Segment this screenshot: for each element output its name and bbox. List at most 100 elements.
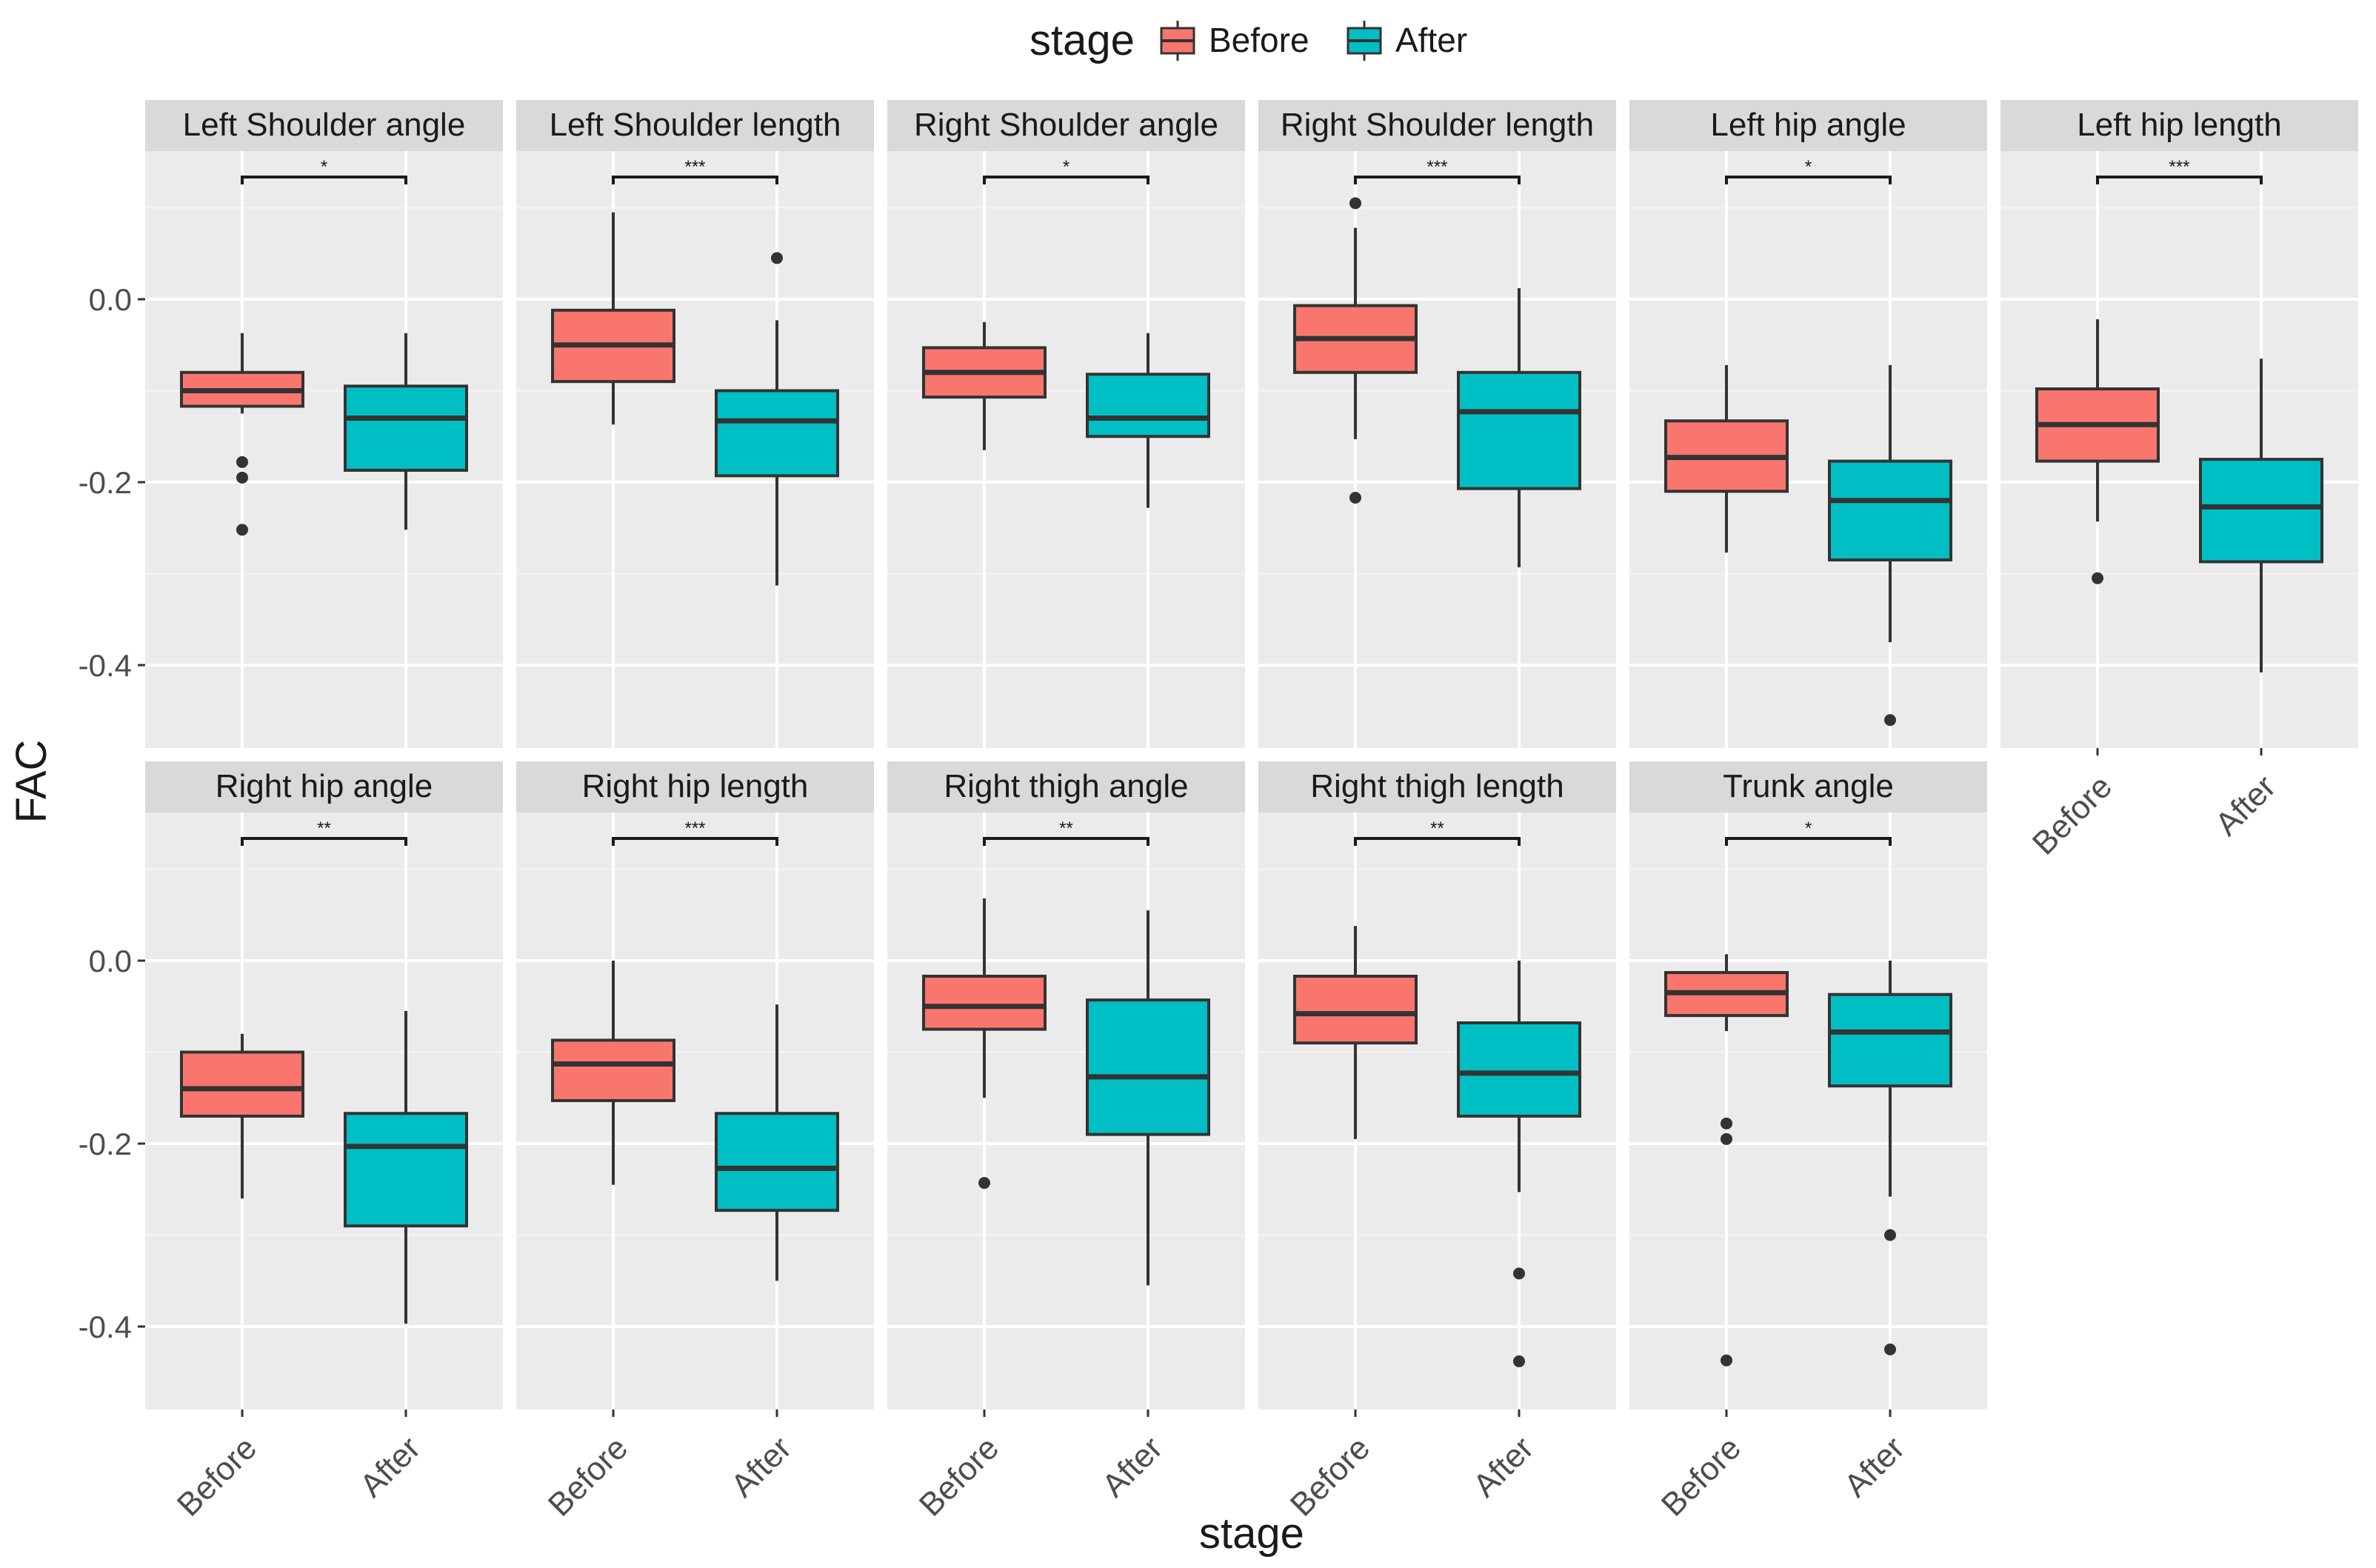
box-iqr [1457, 1021, 1581, 1118]
x-tick-label: Before [912, 1429, 1006, 1523]
facet-panel: Right hip length *** Before After [516, 761, 874, 1524]
outlier-point [236, 456, 248, 468]
significance-bracket [1354, 176, 1521, 184]
outlier-point [1349, 491, 1361, 504]
outlier-point [236, 471, 248, 484]
significance-label: ** [1430, 818, 1444, 838]
legend-label: After [1395, 21, 1467, 59]
outlier-point [1884, 714, 1896, 727]
y-tick-label: 0.0 [89, 282, 132, 317]
box-iqr [1293, 974, 1418, 1045]
panel-background [887, 151, 1245, 748]
facet-panel: Right hip angle ** Before After 0.0 -0.2 -0.4 [79, 761, 503, 1524]
significance-label: *** [684, 818, 705, 838]
facet-strip [887, 761, 1245, 813]
facet-strip [145, 100, 503, 151]
y-tick-label: -0.2 [79, 1127, 132, 1161]
significance-bracket [1725, 837, 1892, 846]
box-iqr [1828, 459, 1952, 561]
box-before [2035, 319, 2160, 584]
outlier-point [236, 524, 248, 536]
facet-panel: Right thigh length**Before After [1258, 761, 1616, 1524]
x-tick-label: After [353, 1429, 427, 1504]
facet-title: Right Shoulder angle [914, 107, 1218, 143]
x-tick-label: Before [2026, 768, 2119, 861]
significance-bracket [983, 837, 1149, 846]
outlier-point [1349, 197, 1361, 210]
box-after [1457, 288, 1581, 567]
significance-bracket [1725, 176, 1892, 184]
outlier-point [1513, 1267, 1525, 1280]
legend-entry-after: After [1346, 21, 1467, 61]
box-iqr [344, 384, 468, 472]
x-axis-title: stage [1199, 1509, 1304, 1558]
facet-strip [1258, 761, 1616, 813]
facet-panel: Left Shoulder angle * 0.0 -0.2 -0.4 [79, 100, 503, 748]
box-iqr [715, 1112, 839, 1212]
box-iqr [1457, 370, 1581, 490]
box-after [1457, 961, 1581, 1367]
box-iqr [715, 389, 839, 478]
legend-title: stage [1030, 16, 1135, 64]
box-before [1293, 926, 1418, 1139]
facet-title: Left Shoulder length [550, 107, 841, 143]
facet-panel: Left hip length *** Before After [2000, 100, 2358, 862]
box-after [1828, 961, 1952, 1355]
significance-bracket [612, 837, 778, 846]
box-before [180, 1033, 304, 1199]
facet-title: Left hip length [2077, 107, 2281, 143]
x-tick-label: Before [1655, 1429, 1748, 1523]
legend: stage Before After [1030, 16, 1467, 64]
x-tick-label: After [724, 1429, 798, 1504]
x-tick-label: After [1095, 1429, 1169, 1504]
facet-strip [887, 100, 1245, 151]
box-after [1086, 910, 1210, 1286]
facet-panel: Right thigh angle ** Before After [887, 761, 1245, 1524]
box-iqr [2199, 458, 2323, 564]
outlier-point [1884, 1229, 1896, 1241]
box-before [922, 321, 1047, 450]
y-tick-label: -0.4 [79, 1310, 132, 1344]
outlier-point [1721, 1117, 1732, 1130]
facet-strip [1629, 100, 1987, 151]
y-tick-label: 0.0 [89, 944, 132, 978]
box-before [1293, 197, 1418, 504]
facet-title: Trunk angle [1723, 768, 1894, 804]
facet-panel: Left Shoulder length *** [516, 100, 874, 748]
facet-title: Right hip angle [216, 768, 433, 804]
box-before [551, 212, 675, 425]
y-tick-label: -0.2 [79, 465, 132, 500]
significance-bracket [983, 176, 1149, 184]
facet-title: Right thigh length [1310, 768, 1564, 804]
facet-strip [145, 761, 503, 813]
significance-bracket [1354, 837, 1521, 846]
y-axis-title: FAC [7, 740, 56, 824]
facet-title: Right thigh angle [944, 768, 1188, 804]
box-after [344, 1010, 468, 1324]
facet-strip [516, 761, 874, 813]
outlier-point [1884, 1343, 1896, 1355]
box-after [715, 1004, 839, 1281]
outlier-point [1513, 1355, 1525, 1367]
outlier-point [1721, 1132, 1732, 1145]
facet-strip [2000, 100, 2358, 151]
facet-title: Left hip angle [1710, 107, 1906, 143]
significance-bracket [241, 176, 407, 184]
x-tick-label: After [1838, 1429, 1912, 1504]
panel-background [516, 813, 874, 1409]
significance-bracket [241, 837, 407, 846]
facet-title: Left Shoulder angle [183, 107, 466, 143]
box-iqr [1828, 992, 1952, 1088]
box-iqr [551, 1038, 675, 1102]
significance-label: *** [684, 157, 705, 177]
x-tick-label: Before [541, 1429, 635, 1523]
box-before [922, 898, 1047, 1190]
outlier-point [2092, 572, 2103, 584]
box-after [2199, 358, 2323, 673]
facet-title: Right hip length [582, 768, 809, 804]
x-tick-label: After [2209, 768, 2283, 842]
outlier-point [1721, 1354, 1732, 1367]
box-after [1828, 364, 1952, 727]
